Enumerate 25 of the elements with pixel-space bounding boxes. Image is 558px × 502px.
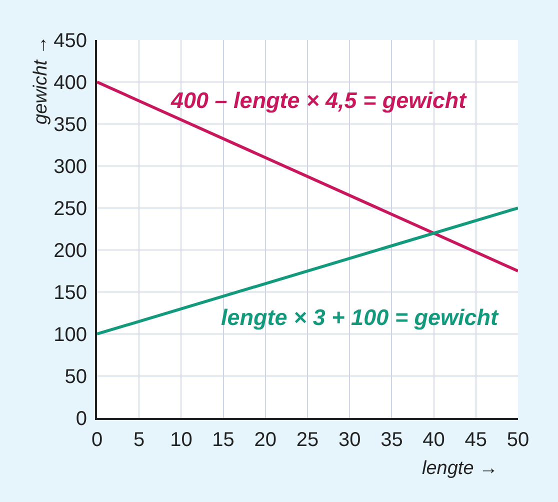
y-tick-label: 50: [64, 366, 87, 388]
x-axis-title: lengte →: [422, 458, 498, 479]
y-tick-label: 250: [54, 198, 87, 220]
series-label: 400 – lengte × 4,5 = gewicht: [170, 88, 468, 113]
y-tick-label: 450: [54, 30, 87, 52]
x-tick-label: 30: [338, 429, 361, 451]
x-tick-label: 20: [254, 429, 277, 451]
y-tick-label: 300: [54, 156, 87, 178]
y-tick-label: 150: [54, 282, 87, 304]
x-tick-label: 5: [134, 429, 145, 451]
y-tick-label: 100: [54, 324, 87, 346]
x-tick-label: 50: [506, 429, 530, 451]
x-tick-label: 35: [380, 429, 403, 451]
y-tick-label: 200: [54, 240, 87, 262]
y-tick-label: 400: [54, 72, 87, 94]
x-tick-label: 25: [296, 429, 319, 451]
x-tick-label: 0: [91, 429, 103, 451]
x-tick-label: 40: [422, 429, 445, 451]
y-tick-label: 0: [76, 408, 87, 430]
y-axis-title: gewicht →: [30, 36, 52, 124]
x-tick-label: 15: [212, 429, 234, 451]
series-label: lengte × 3 + 100 = gewicht: [221, 305, 500, 330]
x-tick-label: 10: [170, 429, 192, 451]
x-tick-label: 45: [464, 429, 488, 451]
y-tick-label: 350: [54, 114, 87, 136]
